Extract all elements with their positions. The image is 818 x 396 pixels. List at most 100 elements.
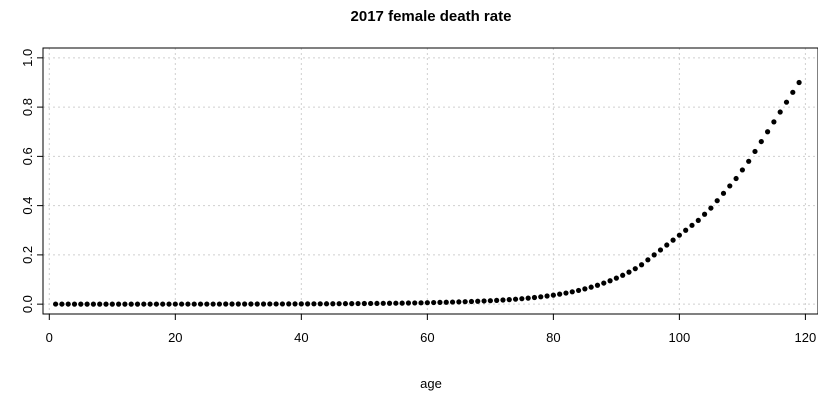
plot-frame [42, 47, 818, 315]
data-point [651, 252, 657, 258]
data-point [701, 211, 708, 217]
data-point [342, 301, 349, 307]
data-point [141, 301, 147, 307]
data-point [336, 301, 342, 307]
grid [43, 48, 818, 314]
data-point [557, 291, 563, 297]
data-point [260, 301, 267, 307]
data-point [223, 301, 229, 307]
data-point [739, 167, 745, 173]
data-point [519, 296, 525, 302]
data-point [525, 295, 531, 301]
data-point [638, 262, 645, 268]
data-point [153, 301, 160, 307]
data-point [500, 297, 506, 303]
data-point [588, 284, 594, 290]
data-point [53, 301, 59, 307]
data-point [796, 79, 802, 86]
data-point [695, 217, 701, 224]
x-tick-label: 80 [546, 330, 560, 345]
data-point [235, 301, 241, 307]
data-point [620, 272, 626, 278]
data-point [632, 266, 638, 272]
data-point [405, 300, 412, 306]
data-point [109, 301, 115, 307]
data-point [71, 301, 78, 307]
x-tick-label: 40 [294, 330, 308, 345]
data-point [204, 301, 210, 307]
data-point [298, 301, 304, 307]
data-point [487, 298, 493, 304]
x-tick-label: 20 [168, 330, 182, 345]
data-point [84, 301, 90, 307]
data-point [594, 282, 601, 288]
data-point [714, 198, 720, 204]
data-point [544, 293, 550, 299]
data-point [575, 287, 582, 294]
data-point [210, 301, 216, 307]
data-point [317, 301, 323, 307]
data-points [53, 79, 802, 307]
data-point [569, 289, 575, 295]
y-axis: 0.0 0.2 0.4 0.6 0.8 1.0 [20, 49, 43, 313]
data-point [531, 294, 538, 301]
x-tick-label: 0 [46, 330, 53, 345]
data-point [431, 299, 437, 306]
data-point [65, 301, 71, 307]
data-point [449, 299, 456, 305]
data-point [166, 301, 172, 307]
data-point [172, 301, 178, 307]
data-point [456, 299, 462, 305]
data-point [657, 247, 664, 253]
data-point [475, 298, 481, 304]
x-tick-label: 100 [669, 330, 691, 345]
data-point [437, 299, 443, 305]
data-point [122, 301, 128, 307]
data-point [764, 129, 771, 135]
data-point [323, 301, 330, 307]
data-point [242, 301, 248, 307]
data-point [368, 300, 374, 307]
data-point [399, 300, 405, 306]
data-point [292, 301, 298, 307]
data-point [462, 299, 468, 305]
data-point [216, 301, 223, 307]
data-point [267, 301, 273, 307]
data-point [103, 301, 109, 307]
data-point [746, 158, 752, 164]
data-point [273, 301, 279, 307]
y-tick-label: 1.0 [20, 49, 35, 67]
data-point [160, 301, 166, 307]
data-point [380, 300, 386, 306]
data-point [386, 300, 393, 306]
data-point [311, 301, 317, 307]
data-point [361, 300, 367, 307]
x-tick-label: 60 [420, 330, 434, 345]
data-point [670, 237, 676, 243]
data-point [613, 275, 619, 281]
data-point [582, 286, 588, 292]
data-point [626, 269, 632, 275]
data-point [59, 301, 65, 307]
x-axis-label: age [420, 376, 442, 391]
data-point [229, 301, 235, 307]
data-point [330, 301, 336, 307]
data-point [305, 301, 311, 307]
data-point [374, 300, 380, 307]
data-point [424, 300, 430, 306]
data-point [248, 301, 254, 307]
data-point [512, 296, 519, 302]
data-point [412, 300, 418, 306]
data-point [676, 232, 682, 238]
data-point [191, 301, 197, 307]
y-tick-label: 0.4 [20, 197, 35, 215]
chart-title: 2017 female death rate [351, 8, 512, 25]
y-tick-label: 0.2 [20, 246, 35, 264]
data-point [771, 119, 777, 125]
data-point [418, 300, 424, 306]
y-tick-label: 0.0 [20, 295, 35, 313]
x-axis: 0 20 40 60 80 100 120 [46, 314, 816, 345]
y-tick-label: 0.8 [20, 98, 35, 116]
data-point [349, 301, 355, 307]
